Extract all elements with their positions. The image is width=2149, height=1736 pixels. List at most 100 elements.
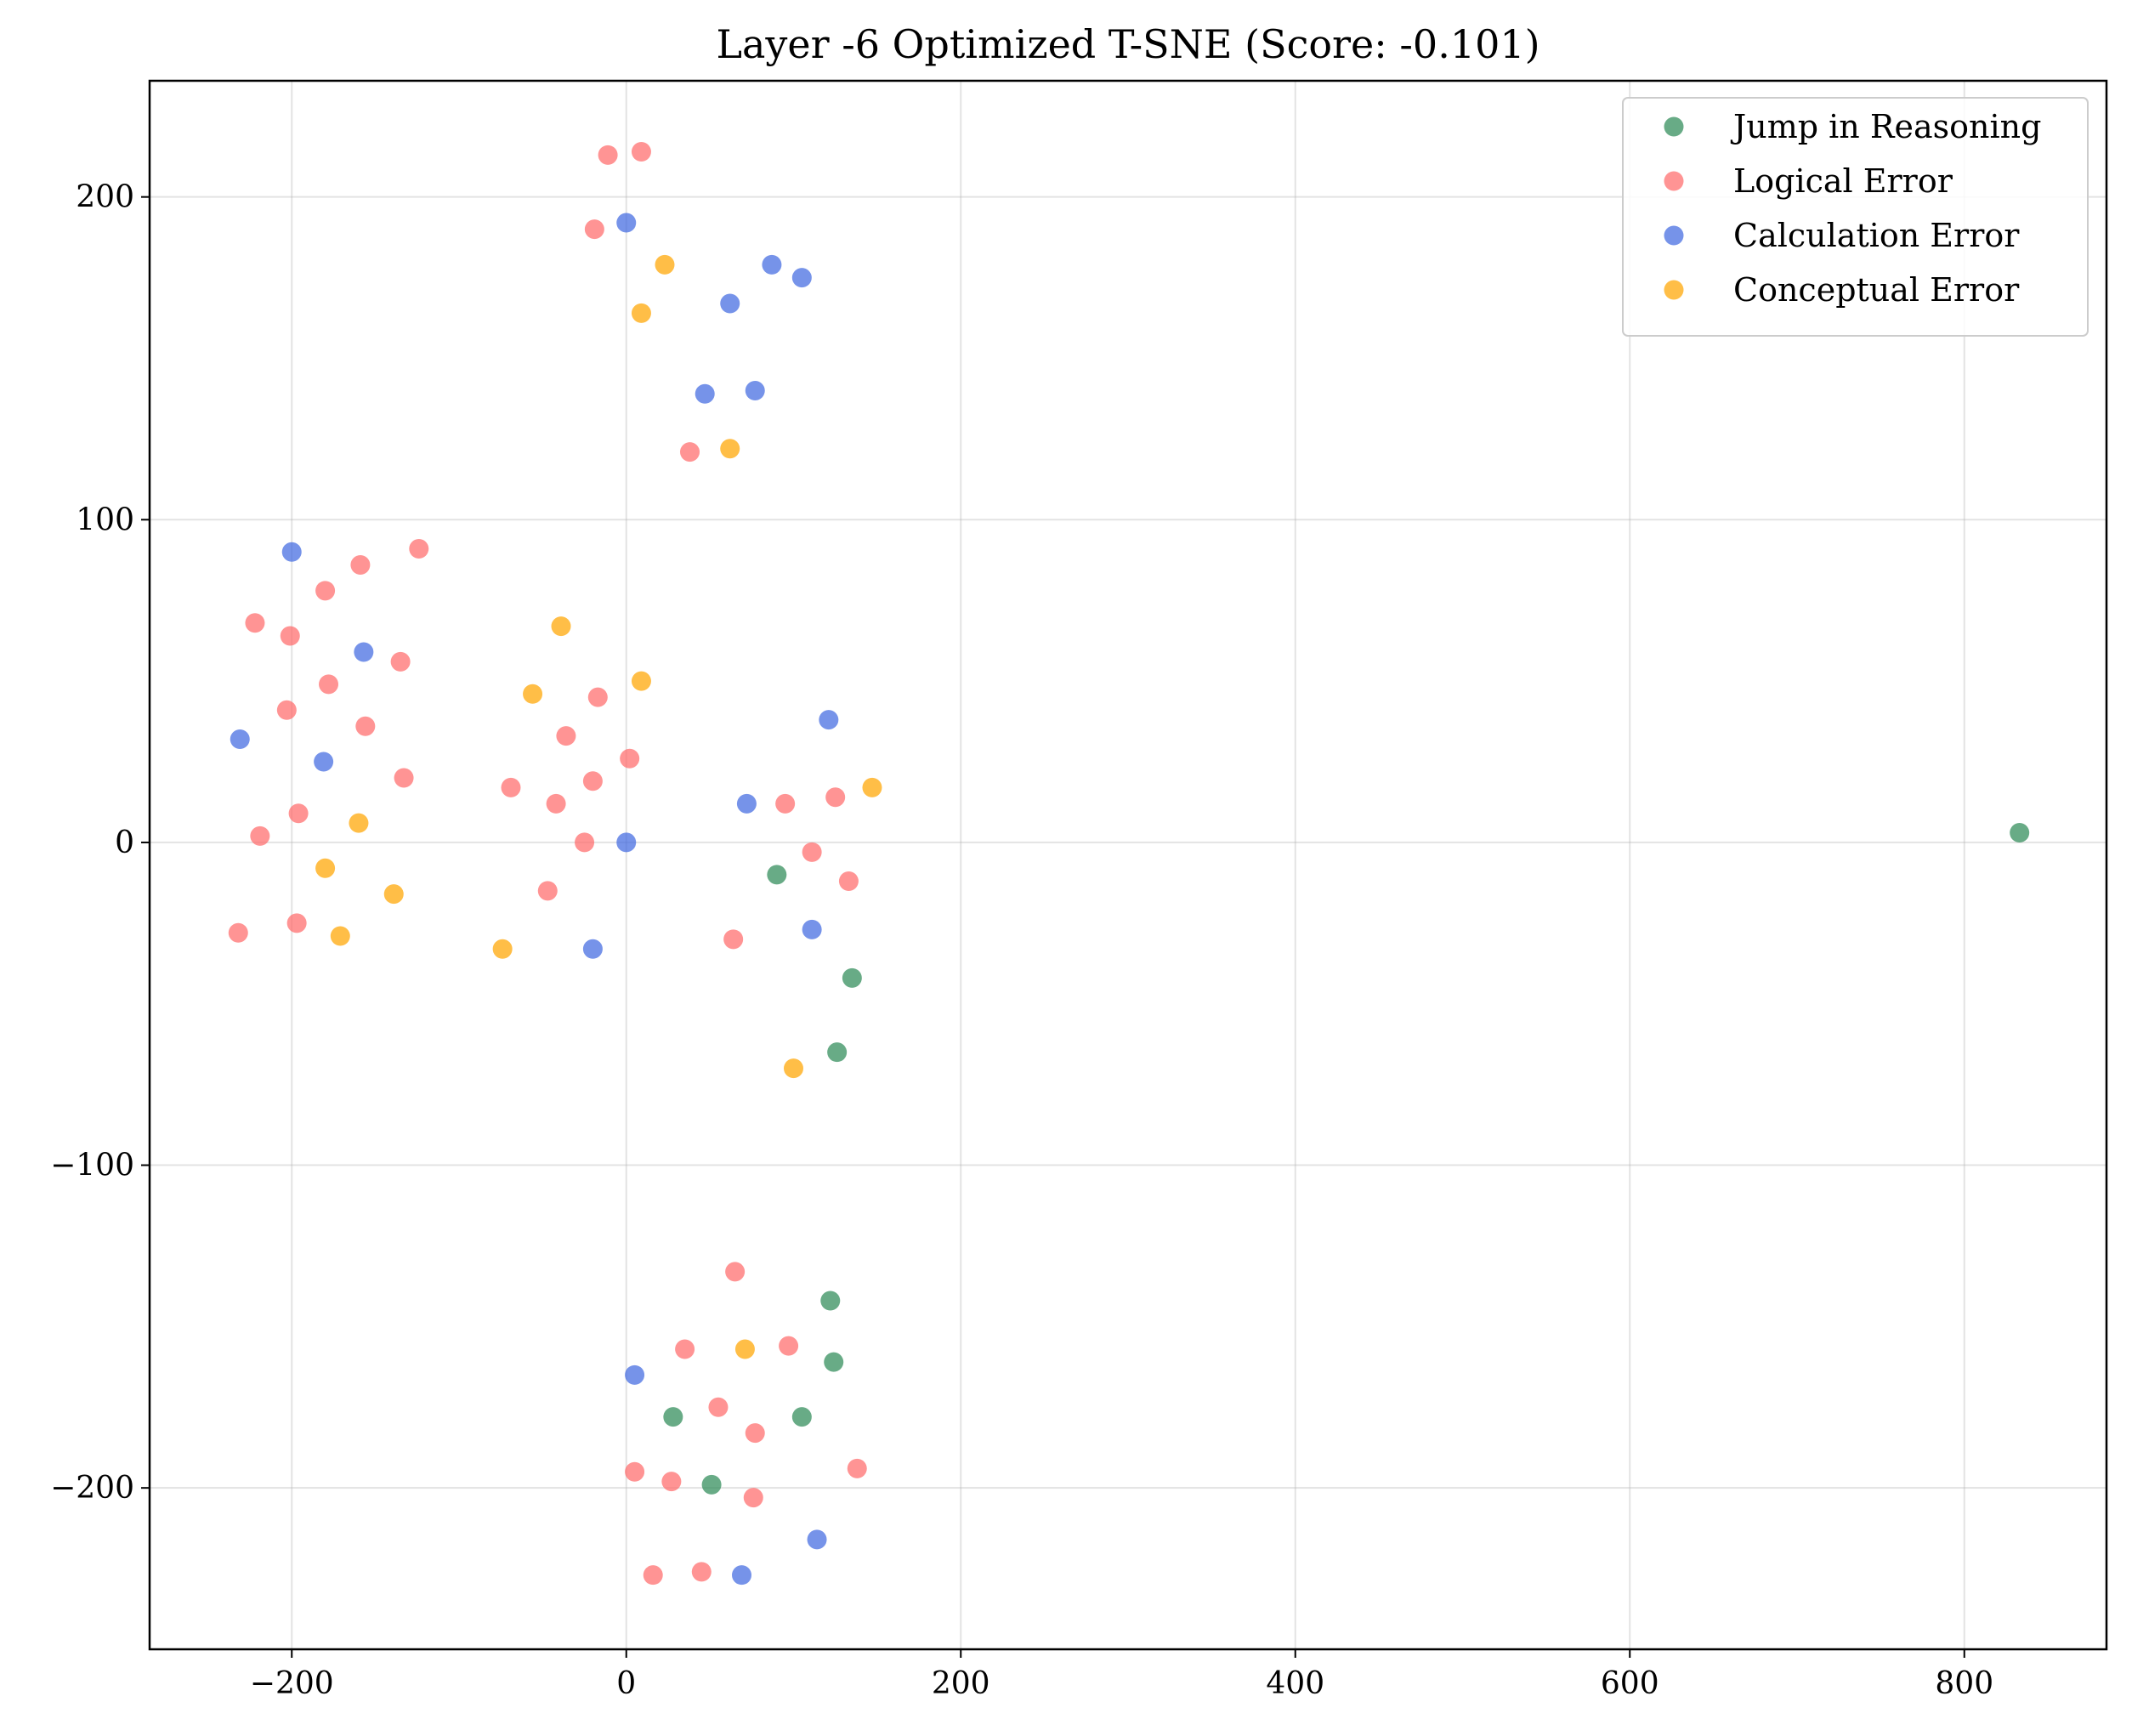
data-point <box>807 1529 827 1550</box>
x-tick-label: 400 <box>1266 1666 1324 1701</box>
data-point <box>288 803 309 824</box>
data-point <box>354 642 374 662</box>
x-tick-label: 0 <box>616 1666 636 1701</box>
data-point <box>723 929 744 950</box>
x-tick-label: 200 <box>932 1666 990 1701</box>
legend-marker <box>1664 171 1684 191</box>
data-point <box>355 716 376 736</box>
data-point <box>616 832 637 853</box>
ticks-layer: −200 0 200 400 600 800 −200 −100 0 100 200 <box>50 180 1993 1701</box>
data-point <box>762 254 782 275</box>
data-point <box>802 842 822 862</box>
data-point <box>319 674 339 695</box>
data-point <box>286 913 307 933</box>
y-tick-label: 200 <box>76 180 134 215</box>
data-point <box>228 922 248 943</box>
data-point <box>824 1352 844 1372</box>
data-point <box>556 726 576 746</box>
data-point <box>743 1488 763 1508</box>
data-point <box>720 293 740 314</box>
data-point <box>2010 823 2030 843</box>
points-layer <box>228 142 2030 1586</box>
data-point <box>631 671 651 691</box>
data-point <box>734 1339 755 1359</box>
legend-label: Conceptual Error <box>1733 271 2020 309</box>
data-point <box>616 213 637 233</box>
series-1 <box>228 142 867 1586</box>
data-point <box>725 1262 746 1282</box>
data-point <box>631 303 651 323</box>
y-tick-label: −100 <box>50 1149 134 1183</box>
data-point <box>708 1397 729 1417</box>
data-point <box>582 771 603 791</box>
legend: Jump in Reasoning Logical Error Calculatio… <box>1622 97 2089 337</box>
data-point <box>245 613 265 633</box>
data-point <box>745 1423 765 1444</box>
data-point <box>775 793 796 814</box>
x-tick-label: 800 <box>1935 1666 1993 1701</box>
data-point <box>791 268 812 288</box>
data-point <box>736 793 757 814</box>
data-point <box>847 1458 867 1478</box>
data-point <box>314 752 334 772</box>
data-point <box>492 939 513 959</box>
series-0 <box>663 823 2030 1495</box>
data-point <box>350 554 371 575</box>
data-point <box>767 865 787 885</box>
data-point <box>230 729 250 749</box>
grid-layer <box>150 81 2106 1649</box>
data-point <box>625 1364 645 1385</box>
data-point <box>625 1461 645 1482</box>
data-point <box>827 1042 848 1063</box>
data-point <box>620 748 640 769</box>
axes-frame <box>148 79 2108 1651</box>
data-point <box>280 626 300 646</box>
data-point <box>819 710 839 730</box>
data-point <box>281 542 302 562</box>
data-point <box>383 884 404 905</box>
data-point <box>732 1565 752 1586</box>
data-point <box>394 768 414 788</box>
data-point <box>862 777 882 797</box>
x-tick-label: −200 <box>250 1666 334 1701</box>
y-tick-label: 0 <box>115 825 134 860</box>
data-point <box>315 581 336 601</box>
data-point <box>675 1339 695 1359</box>
legend-marker <box>1664 116 1684 137</box>
data-point <box>820 1291 841 1311</box>
data-point <box>349 813 369 833</box>
data-point <box>701 1474 722 1495</box>
data-point <box>838 871 859 891</box>
legend-label: Jump in Reasoning <box>1730 108 2041 145</box>
series-2 <box>230 213 839 1586</box>
data-point <box>584 219 604 240</box>
data-point <box>631 142 651 162</box>
data-point <box>315 858 336 878</box>
series-3 <box>315 254 882 1359</box>
data-point <box>783 1058 803 1079</box>
chart-title: Layer -6 Optimized T-SNE (Score: -0.101) <box>716 21 1539 67</box>
data-point <box>409 538 429 559</box>
data-point <box>587 687 608 707</box>
data-point <box>779 1336 799 1356</box>
data-point <box>551 616 571 637</box>
data-point <box>523 684 543 704</box>
legend-box <box>1622 97 2089 337</box>
data-point <box>720 439 740 459</box>
data-point <box>501 777 521 797</box>
x-tick-label: 600 <box>1601 1666 1659 1701</box>
data-point <box>745 380 765 400</box>
legend-label: Calculation Error <box>1733 217 2020 254</box>
data-point <box>825 787 846 808</box>
data-point <box>663 1407 683 1427</box>
data-point <box>537 881 558 901</box>
data-point <box>598 145 618 165</box>
data-point <box>390 651 411 672</box>
data-point <box>643 1565 663 1586</box>
legend-label: Logical Error <box>1733 162 1953 200</box>
y-tick-label: 100 <box>76 502 134 537</box>
data-point <box>250 825 270 846</box>
data-point <box>276 700 297 720</box>
legend-marker <box>1664 280 1684 300</box>
